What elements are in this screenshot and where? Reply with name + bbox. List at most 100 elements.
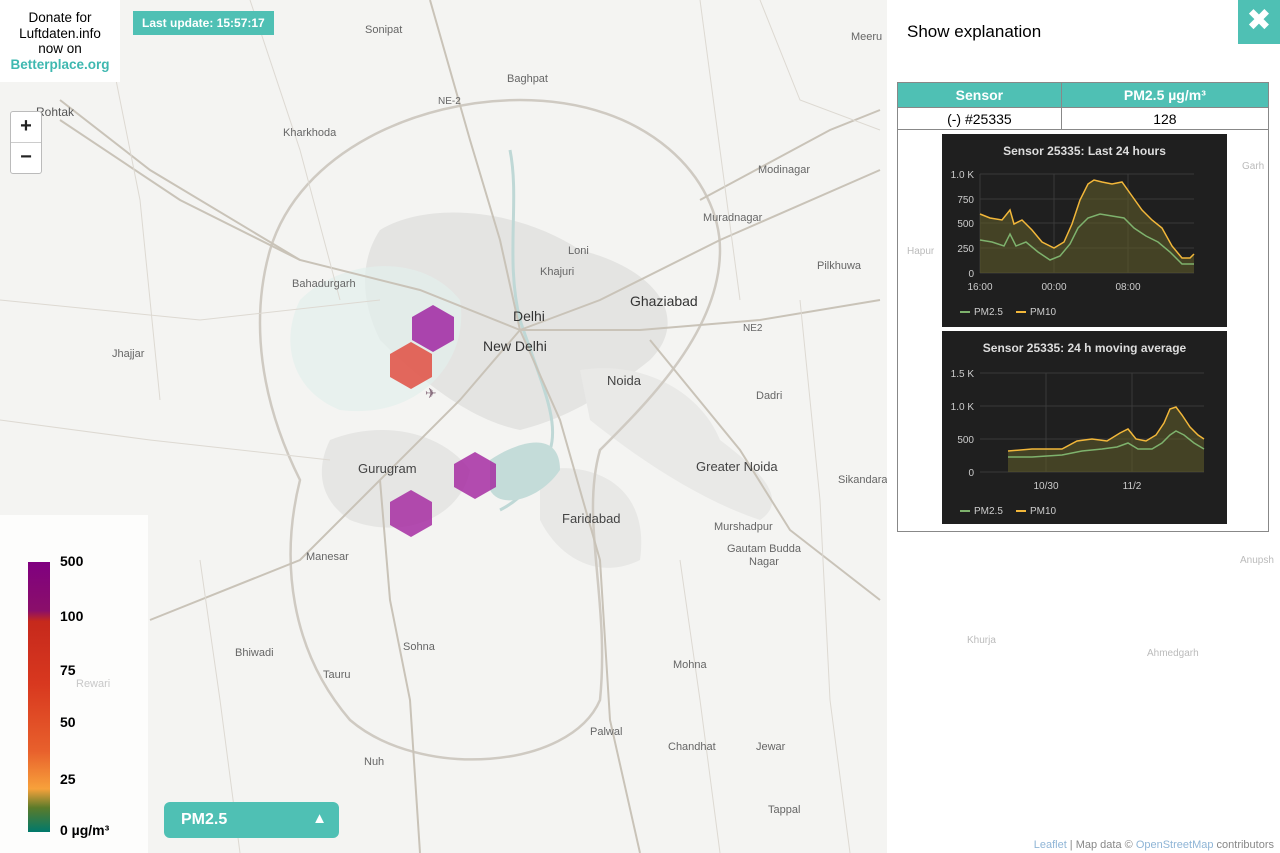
faridabad-urban-area <box>540 468 642 568</box>
map-label: Faridabad <box>562 511 621 526</box>
map-label: Bahadurgarh <box>292 278 356 290</box>
map-label: Chandhat <box>668 741 716 753</box>
sensor-hexagon[interactable] <box>390 490 432 537</box>
map-label: Gurugram <box>358 461 417 476</box>
zoom-out-button[interactable]: − <box>11 142 41 173</box>
pollutant-selector[interactable]: PM2.5 ▲ <box>164 802 339 838</box>
map-label: Bhiwadi <box>235 647 274 659</box>
map-label: Sohna <box>403 641 436 653</box>
sensor-id-cell[interactable]: (-) #25335 <box>897 107 1062 130</box>
osm-link[interactable]: OpenStreetMap <box>1135 839 1214 851</box>
x-ticks: 16:00 00:00 08:00 <box>967 282 1140 293</box>
map-label: Delhi <box>513 308 545 324</box>
gurugram-urban-area <box>321 430 470 528</box>
donate-line: Donate for <box>28 10 92 25</box>
zoom-control: + − <box>10 111 42 174</box>
map-label: Nagar <box>749 556 779 568</box>
map-label: Hapur <box>907 246 935 257</box>
selector-label: PM2.5 <box>181 811 228 828</box>
map-label: Rewari <box>76 678 111 690</box>
table-header[interactable]: Sensor <box>897 82 1062 108</box>
y-tick: 250 <box>957 244 974 255</box>
map-label: Khajuri <box>540 266 574 278</box>
map-label: Meeru <box>851 31 882 43</box>
map-label: Dadri <box>756 390 782 402</box>
outer-ring-road <box>258 98 722 761</box>
legend-tick: 50 <box>60 714 76 730</box>
map-label: Ahmedgarh <box>1147 648 1199 659</box>
y-tick: 1.0 K <box>951 170 975 181</box>
pm10-line <box>1007 406 1205 452</box>
legend-tick: 25 <box>60 771 76 787</box>
y-tick: 1.5 K <box>951 369 975 380</box>
betterplace-link[interactable]: Betterplace.org <box>10 56 110 72</box>
attribution-text: | Map data © <box>1066 839 1136 851</box>
x-ticks: 10/30 11/2 <box>1033 481 1141 492</box>
x-tick: 08:00 <box>1115 282 1140 293</box>
map-label: Jewar <box>756 741 786 753</box>
map-label: Tauru <box>323 669 351 681</box>
map-label: Murshadpur <box>714 521 773 533</box>
x-tick: 00:00 <box>1041 282 1066 293</box>
sensor-panel: Show explanation ✖ Sensor PM2.5 µg/m³ (-… <box>887 0 1280 853</box>
legend-item: PM10 <box>1030 506 1057 517</box>
donate-line: Luftdaten.info <box>19 25 101 41</box>
map-label: Baghpat <box>507 73 548 85</box>
chart-title: Sensor 25335: 24 h moving average <box>982 341 1187 355</box>
pm10-area <box>980 180 1194 273</box>
chevron-up-icon: ▲ <box>312 810 327 827</box>
map-label: NE2 <box>743 323 763 334</box>
legend-tick: 0 µg/m³ <box>60 822 110 838</box>
map-label: Tappal <box>768 804 800 816</box>
chart-title: Sensor 25335: Last 24 hours <box>1003 144 1166 158</box>
chart-legend: PM2.5 PM10 <box>960 307 1057 318</box>
zoom-in-button[interactable]: + <box>20 115 32 137</box>
map-label: New Delhi <box>483 338 547 354</box>
map-label: Garh <box>1242 161 1265 172</box>
pm10-line <box>979 179 1195 259</box>
chart-24h: Sensor 25335: Last 24 hours 1.0 K 750 50… <box>942 134 1227 327</box>
chart-moving-average: Sensor 25335: 24 h moving average 1.5 K … <box>942 331 1227 524</box>
map-label: Jhajjar <box>112 348 145 360</box>
map-label: Palwal <box>590 726 622 738</box>
color-legend: 500 100 75 50 25 0 µg/m³ <box>0 515 148 853</box>
map-label: Rohtak <box>36 105 75 119</box>
legend-color-bar <box>28 562 50 832</box>
map-label: Greater Noida <box>696 459 778 474</box>
map-label: Manesar <box>306 551 349 563</box>
y-tick: 750 <box>957 195 974 206</box>
close-icon[interactable]: ✖ <box>1238 0 1280 44</box>
map-label: NE-2 <box>438 96 461 107</box>
map-label: Modinagar <box>758 164 810 176</box>
legend-tick: 75 <box>60 662 76 678</box>
sensor-hexagon[interactable] <box>412 305 454 352</box>
map-label: Kharkhoda <box>283 127 337 139</box>
y-tick: 0 <box>968 269 974 280</box>
attribution-text: contributors <box>1213 839 1274 851</box>
leaflet-link[interactable]: Leaflet <box>1033 839 1067 851</box>
x-tick: 16:00 <box>967 282 992 293</box>
legend-tick: 100 <box>60 608 84 624</box>
noida-urban-area <box>580 368 773 520</box>
airport-icon: ✈ <box>425 385 437 401</box>
donate-box: Donate for Luftdaten.info now on Betterp… <box>0 0 120 82</box>
sensor-hexagon[interactable] <box>390 342 432 389</box>
y-ticks: 1.0 K 750 500 250 0 <box>951 170 975 280</box>
sensor-value-cell: 128 <box>1060 107 1270 130</box>
legend-tick: 500 <box>60 553 84 569</box>
sensor-hexagon[interactable] <box>454 452 496 499</box>
y-tick: 500 <box>957 435 974 446</box>
y-ticks: 1.5 K 1.0 K 500 0 <box>951 369 975 479</box>
map-label: Loni <box>568 245 589 257</box>
y-tick: 0 <box>968 468 974 479</box>
donate-line: now on <box>38 41 82 56</box>
map-label: Anupsh <box>1240 555 1274 566</box>
map-label: Pilkhuwa <box>817 260 862 272</box>
table-header[interactable]: PM2.5 µg/m³ <box>1060 82 1270 108</box>
show-explanation-link[interactable]: Show explanation <box>907 22 1042 41</box>
y-tick: 1.0 K <box>951 402 975 413</box>
map-label: Khurja <box>967 635 996 646</box>
map-label: Sonipat <box>365 24 402 36</box>
table-row: (-) #25335 128 <box>897 107 1270 130</box>
map-label: Mohna <box>673 659 708 671</box>
